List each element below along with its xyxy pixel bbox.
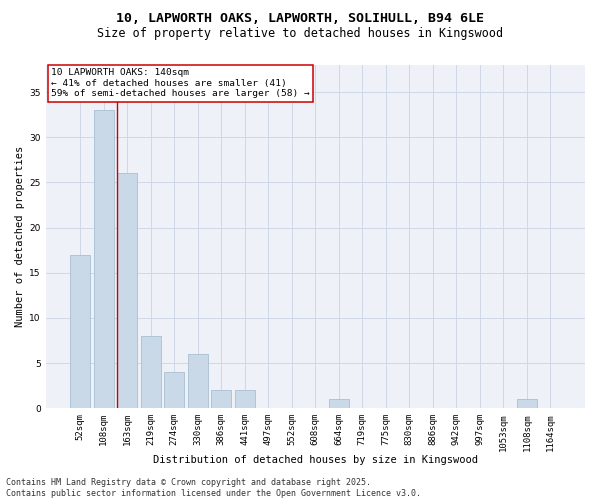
Text: 10, LAPWORTH OAKS, LAPWORTH, SOLIHULL, B94 6LE: 10, LAPWORTH OAKS, LAPWORTH, SOLIHULL, B… [116, 12, 484, 26]
Text: 10 LAPWORTH OAKS: 140sqm
← 41% of detached houses are smaller (41)
59% of semi-d: 10 LAPWORTH OAKS: 140sqm ← 41% of detach… [51, 68, 310, 98]
Bar [235, 390, 254, 408]
Bar [140, 336, 161, 408]
Text: Contains HM Land Registry data © Crown copyright and database right 2025.
Contai: Contains HM Land Registry data © Crown c… [6, 478, 421, 498]
Bar [329, 400, 349, 408]
X-axis label: Distribution of detached houses by size in Kingswood: Distribution of detached houses by size … [153, 455, 478, 465]
Bar [211, 390, 231, 408]
Bar [517, 400, 537, 408]
Bar [188, 354, 208, 408]
Y-axis label: Number of detached properties: Number of detached properties [15, 146, 25, 328]
Bar [70, 254, 90, 408]
Bar [164, 372, 184, 408]
Text: Size of property relative to detached houses in Kingswood: Size of property relative to detached ho… [97, 28, 503, 40]
Bar [94, 110, 113, 408]
Bar [117, 174, 137, 408]
